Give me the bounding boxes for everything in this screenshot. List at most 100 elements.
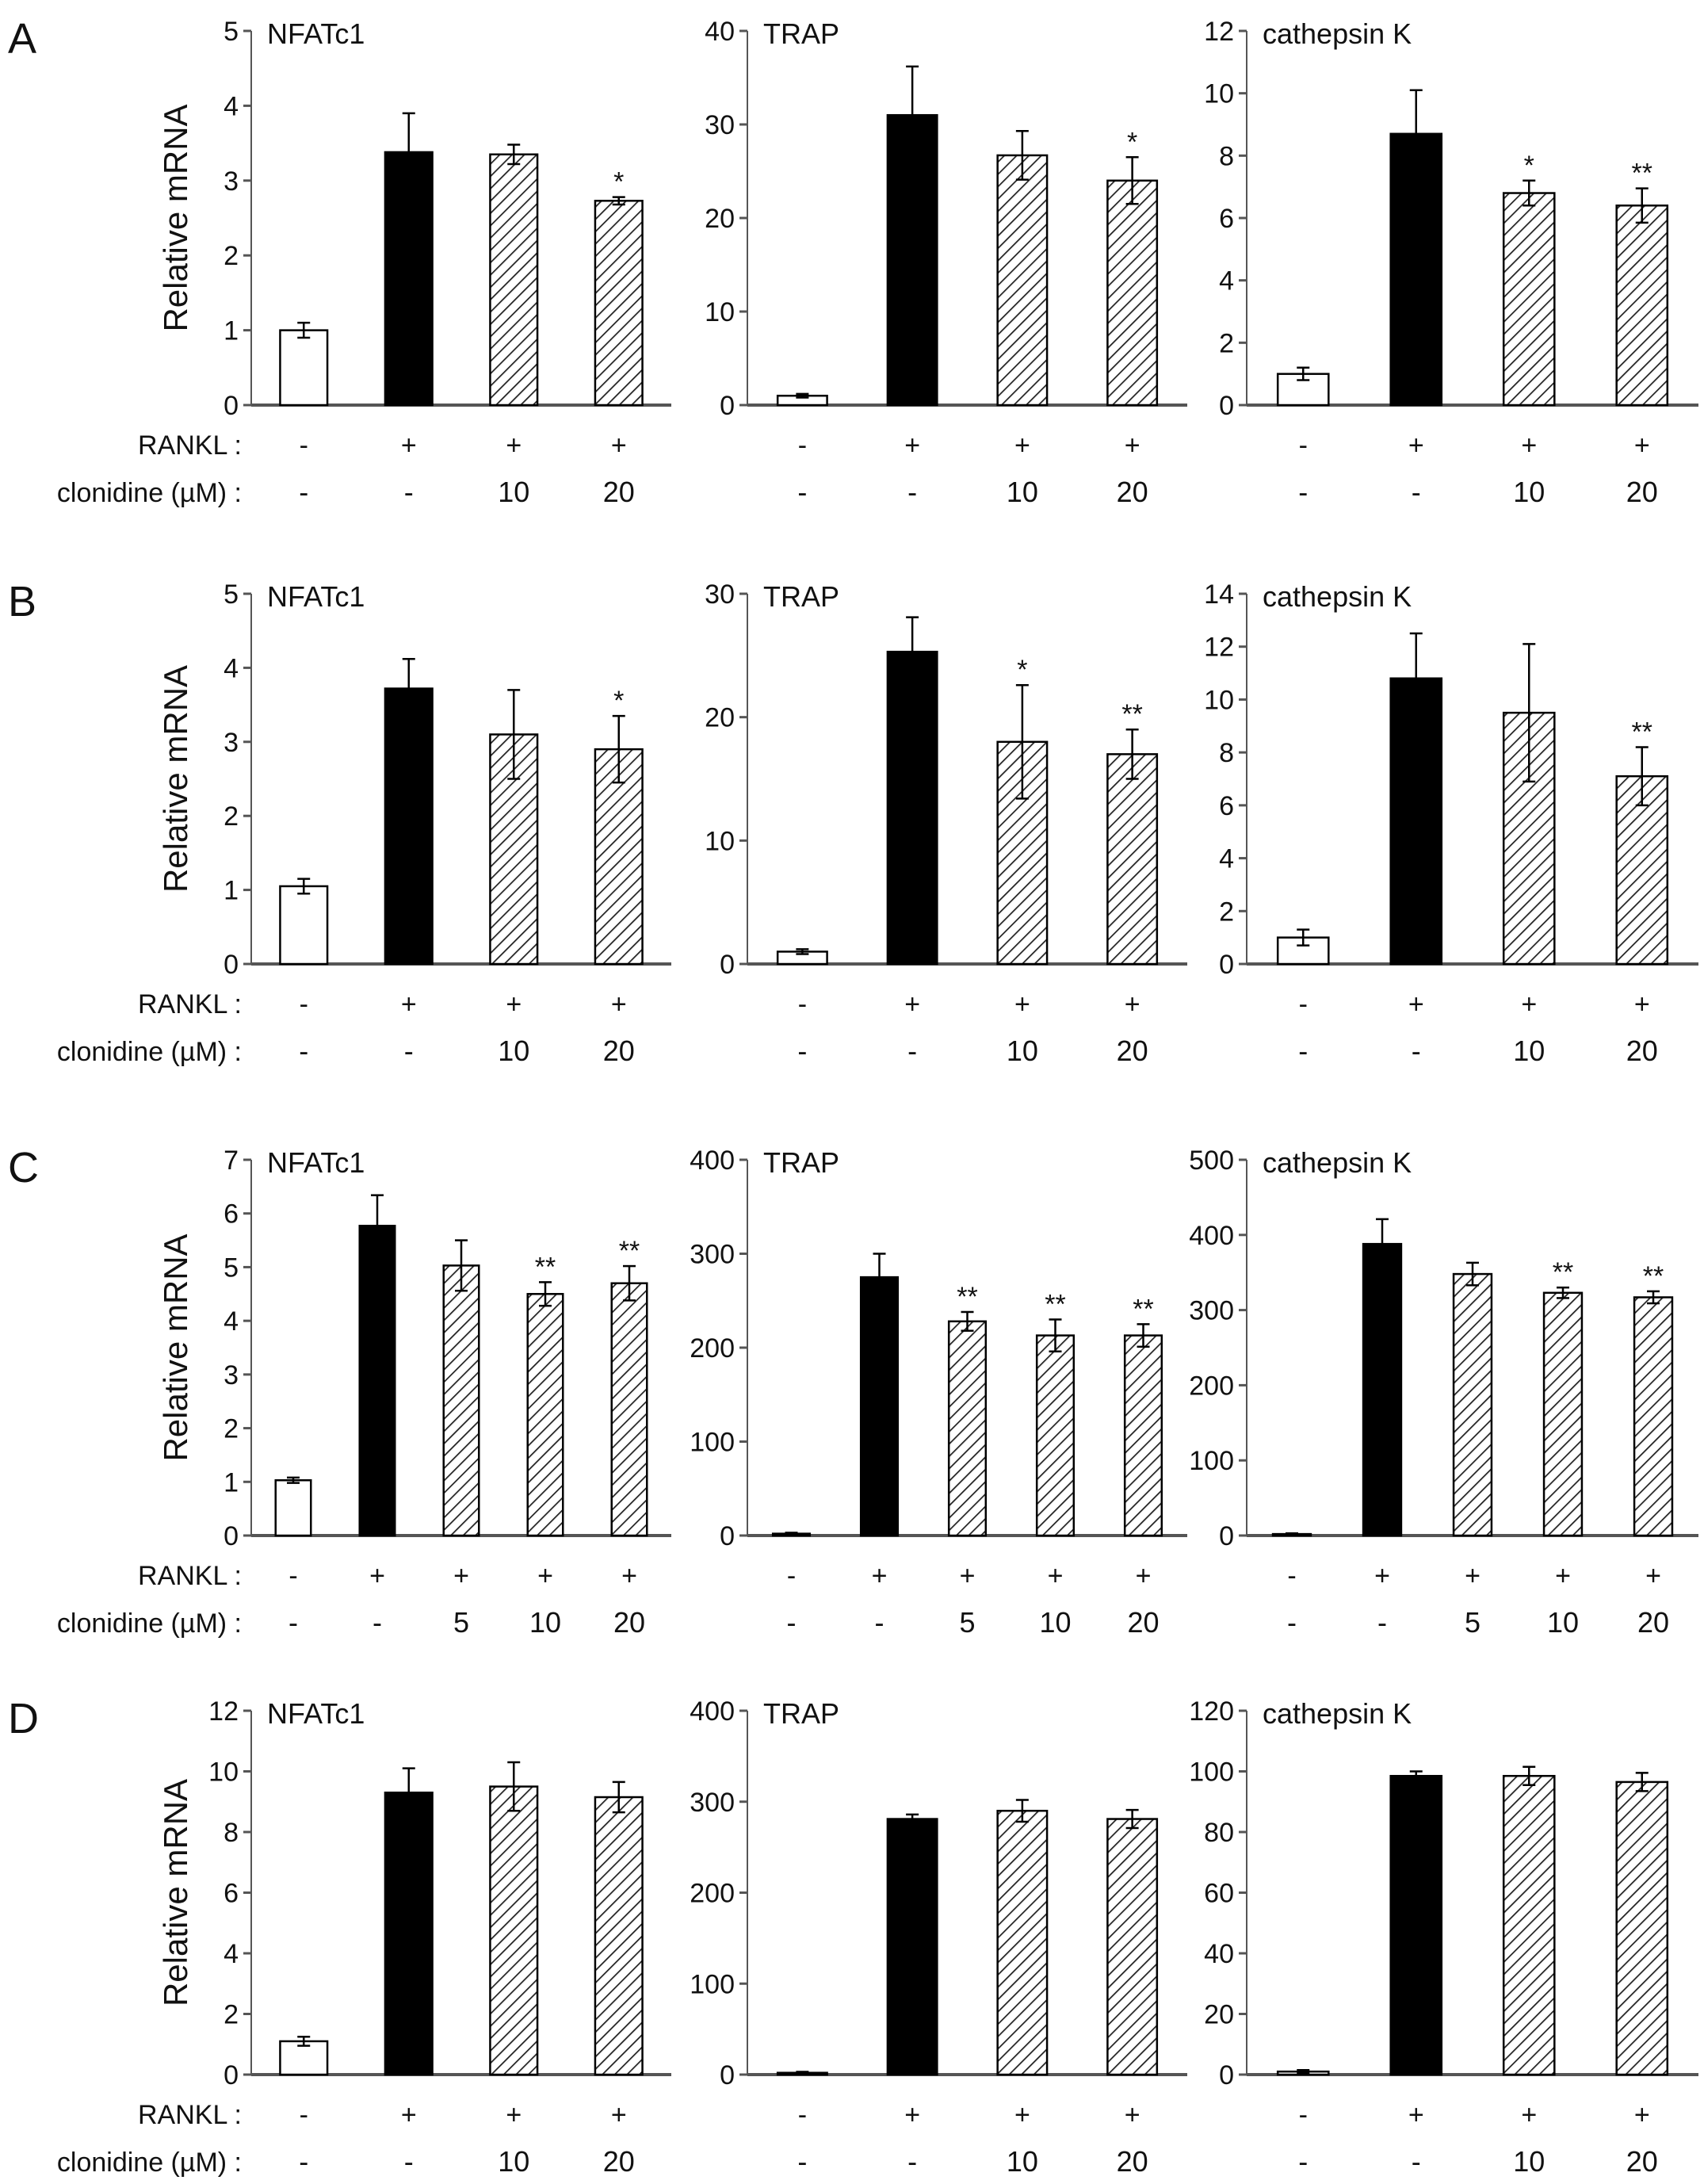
significance-marker: ** — [1045, 1289, 1065, 1319]
clonidine-value: 10 — [1007, 1035, 1038, 1067]
bar — [489, 1785, 539, 2076]
y-tick-label: 12 — [1204, 633, 1234, 663]
rankl-value: + — [369, 1561, 385, 1591]
y-tick-label: 0 — [720, 391, 735, 421]
error-bar — [796, 2071, 809, 2075]
panel-label: D — [8, 1695, 39, 1742]
clonidine-value: - — [1287, 1606, 1297, 1639]
error-bar — [796, 948, 809, 955]
clonidine-value: - — [373, 1606, 382, 1639]
y-tick-label: 300 — [690, 1240, 735, 1270]
error-bar — [961, 1310, 974, 1332]
clonidine-value: - — [1412, 476, 1421, 508]
rankl-row-label: RANKL : — [138, 2100, 242, 2130]
y-tick-label: 1 — [224, 316, 239, 346]
chart-title: TRAP — [763, 1146, 839, 1179]
rankl-value: + — [1125, 430, 1140, 461]
y-tick-label: 120 — [1189, 1696, 1234, 1727]
rankl-row-label: RANKL : — [138, 1561, 242, 1591]
error-bar — [1049, 1318, 1062, 1352]
chart-A-trap: 0 10 20 30 40 TRAP - - + - +10 * +20 — [705, 17, 1187, 508]
significance-marker: ** — [535, 1252, 556, 1282]
error-bar — [287, 1476, 300, 1484]
y-tick-label: 0 — [1219, 950, 1234, 980]
error-bar — [297, 878, 311, 895]
y-tick-label: 6 — [1219, 204, 1234, 234]
error-bar — [612, 714, 625, 784]
error-bar — [1466, 1261, 1479, 1287]
y-tick-label: 300 — [690, 1788, 735, 1818]
error-bar — [539, 1281, 552, 1307]
y-tick-label: 400 — [690, 1696, 735, 1727]
clonidine-value: 5 — [453, 1606, 469, 1639]
chart-D-cathepsin-k: 0 20 40 60 80 100 120 cathepsin K - - + - +10 +20 — [1189, 1696, 1698, 2178]
clonidine-value: 10 — [1513, 2145, 1545, 2178]
y-axis-label: Relative mRNA — [157, 104, 194, 331]
bar — [1502, 192, 1556, 407]
clonidine-value: - — [787, 1606, 797, 1639]
bar — [279, 885, 329, 966]
bar — [886, 113, 938, 407]
y-tick-label: 7 — [224, 1146, 239, 1176]
bar — [1542, 1291, 1584, 1537]
chart-title: TRAP — [763, 1697, 839, 1730]
y-tick-label: 6 — [1219, 791, 1234, 821]
y-tick-label: 0 — [1219, 2060, 1234, 2090]
clonidine-value: 20 — [1117, 2145, 1148, 2178]
chart-title: cathepsin K — [1263, 1697, 1412, 1730]
y-tick-label: 8 — [224, 1818, 239, 1848]
error-bar — [623, 1264, 636, 1302]
error-bar — [1015, 683, 1029, 800]
clonidine-value: - — [907, 1035, 917, 1067]
y-tick-label: 0 — [720, 2060, 735, 2090]
y-tick-label: 5 — [224, 579, 239, 610]
y-tick-label: 2 — [224, 241, 239, 271]
y-tick-label: 10 — [705, 297, 735, 327]
rankl-value: + — [506, 430, 522, 461]
y-tick-label: 3 — [224, 166, 239, 197]
y-tick-label: 0 — [1219, 1521, 1234, 1551]
panel-label: C — [8, 1144, 39, 1191]
bar — [594, 200, 644, 407]
chart-title: cathepsin K — [1263, 1146, 1412, 1179]
rankl-value: + — [1048, 1561, 1064, 1591]
rankl-value: - — [798, 430, 807, 461]
rankl-value: - — [1299, 989, 1308, 1019]
panel-label: A — [8, 15, 36, 63]
rankl-value: + — [1014, 430, 1030, 461]
y-tick-label: 30 — [705, 110, 735, 140]
error-bar — [297, 321, 311, 339]
y-tick-label: 0 — [224, 950, 239, 980]
bar — [996, 1809, 1049, 2076]
rankl-value: + — [1634, 989, 1650, 1019]
y-axis-label: Relative mRNA — [157, 665, 194, 893]
bar — [1276, 936, 1330, 966]
y-tick-label: 60 — [1204, 1879, 1234, 1909]
y-tick-label: 10 — [705, 826, 735, 856]
y-tick-label: 100 — [1189, 1446, 1234, 1476]
clonidine-row-label: clonidine (µM) : — [57, 2148, 242, 2178]
rankl-value: + — [401, 2100, 417, 2130]
rankl-row-label: RANKL : — [138, 430, 242, 461]
clonidine-value: - — [1298, 1035, 1308, 1067]
rankl-value: - — [300, 2100, 308, 2130]
bar — [274, 1479, 312, 1537]
rankl-value: + — [1408, 430, 1424, 461]
significance-marker: * — [1017, 655, 1027, 685]
y-tick-label: 400 — [1189, 1221, 1234, 1251]
chart-title: NFATc1 — [267, 1146, 365, 1179]
y-tick-label: 0 — [224, 1521, 239, 1551]
error-bar — [1409, 632, 1423, 679]
panel-label: B — [8, 578, 36, 625]
y-tick-label: 0 — [720, 950, 735, 980]
clonidine-value: 5 — [959, 1606, 975, 1639]
rankl-value: - — [798, 2100, 807, 2130]
chart-C-trap: 0 100 200 300 400 TRAP - - + - ** +5 ** +10 ** +20 — [690, 1146, 1187, 1639]
significance-marker: ** — [1133, 1294, 1153, 1324]
clonidine-value: - — [1298, 476, 1308, 508]
clonidine-value: - — [907, 2145, 917, 2178]
clonidine-value: 20 — [1117, 476, 1148, 508]
error-bar — [1635, 1772, 1649, 1792]
chart-title: TRAP — [763, 17, 839, 50]
clonidine-value: 20 — [603, 1035, 635, 1067]
